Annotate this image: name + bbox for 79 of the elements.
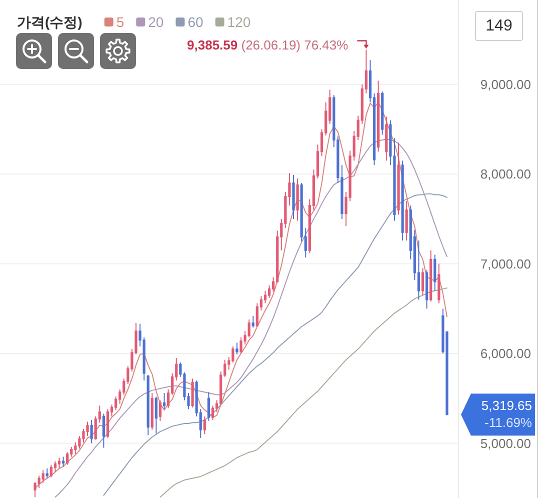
count-box: 149	[475, 11, 523, 41]
y-tick-label: 6,000.00	[480, 346, 531, 362]
candlestick	[264, 290, 267, 304]
candlestick	[442, 308, 444, 354]
candlestick	[288, 172, 291, 206]
candlestick	[260, 296, 262, 311]
candlestick	[215, 400, 218, 412]
candlestick	[154, 396, 158, 434]
candlestick	[98, 405, 101, 424]
candlestick	[118, 388, 122, 404]
candlestick	[434, 254, 436, 292]
candlestick	[187, 392, 190, 410]
candlestick	[296, 178, 299, 222]
candlestick	[385, 116, 388, 162]
candlestick	[393, 138, 396, 222]
candlestick	[62, 456, 65, 468]
candlestick	[438, 263, 440, 304]
legend-label: 20	[148, 14, 164, 30]
candlestick	[405, 200, 408, 241]
candlestick	[292, 174, 295, 220]
candlestick	[162, 392, 166, 410]
candlestick	[50, 464, 52, 478]
y-tick-label: 7,000.00	[480, 256, 531, 272]
line-series	[103, 193, 448, 496]
candlestick	[356, 115, 360, 140]
annotation: 9,385.59 (26.06.19) 76.43%	[187, 37, 349, 52]
candlestick	[175, 358, 178, 381]
candlestick	[199, 408, 202, 438]
candlestick	[134, 322, 138, 355]
candlestick	[280, 218, 283, 251]
candlestick	[304, 227, 307, 258]
candlestick	[252, 315, 254, 328]
line-series	[160, 288, 448, 498]
candlestick	[110, 404, 114, 417]
candlestick	[138, 323, 142, 347]
candlestick	[368, 60, 372, 103]
y-tick-label: 8,000.00	[480, 166, 531, 182]
candlestick	[272, 276, 275, 292]
candlestick	[397, 142, 400, 215]
candlestick	[82, 428, 85, 443]
candlestick	[224, 359, 226, 378]
candlestick	[236, 342, 238, 355]
candlestick	[86, 421, 89, 437]
candlestick	[203, 416, 206, 435]
candlestick	[158, 400, 162, 422]
candlestick	[130, 348, 134, 372]
candlestick	[340, 164, 344, 220]
candlestick	[114, 396, 118, 411]
candlestick	[90, 419, 93, 444]
candlestick	[240, 336, 242, 354]
candlestick	[78, 436, 81, 450]
legend-label: 60	[188, 14, 204, 30]
candlestick	[34, 481, 36, 498]
candlestick	[446, 330, 448, 416]
price-tag: 5,319.65 -11.69%	[461, 394, 535, 436]
candlestick	[74, 442, 77, 455]
candlestick	[417, 240, 420, 300]
legend-label: 5	[116, 14, 124, 30]
line-series	[54, 138, 448, 498]
candlestick	[46, 468, 48, 479]
candlestick	[324, 102, 328, 136]
legend-title: 가격(수정)	[17, 14, 82, 30]
candlestick	[70, 446, 73, 458]
y-tick-label: 9,000.00	[480, 76, 531, 92]
candlestick	[228, 356, 230, 370]
candlestick	[183, 372, 186, 401]
candlestick	[364, 49, 368, 94]
candlestick	[348, 150, 352, 202]
candlestick	[191, 378, 194, 408]
candlestick	[42, 470, 44, 484]
candlestick	[58, 457, 61, 469]
y-tick-label: 5,000.00	[480, 436, 531, 451]
candlestick	[38, 475, 40, 489]
candlestick	[54, 460, 57, 472]
candlestick	[244, 330, 246, 346]
candlestick	[344, 192, 348, 227]
candlestick	[102, 413, 105, 448]
candlestick	[268, 284, 271, 298]
legend-label: 120	[227, 14, 251, 30]
